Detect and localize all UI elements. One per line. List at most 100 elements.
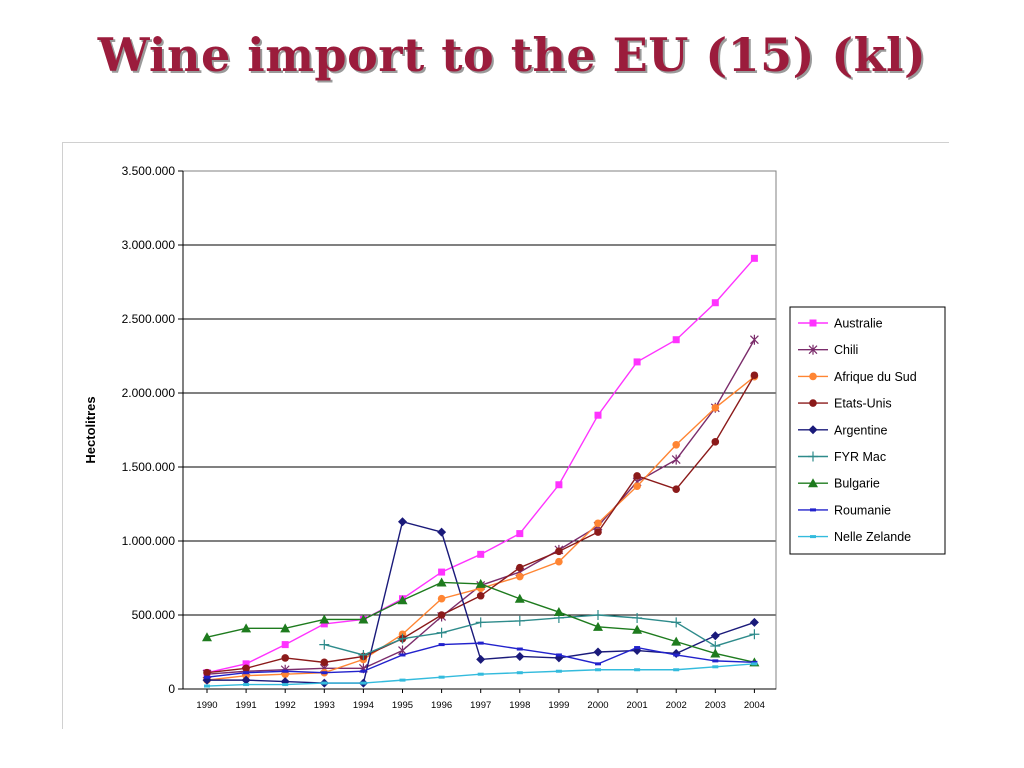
data-point — [673, 668, 680, 672]
data-point — [712, 659, 719, 663]
data-point — [321, 681, 328, 685]
data-point — [671, 454, 681, 465]
data-point — [358, 649, 369, 660]
data-point — [204, 684, 210, 688]
data-point — [516, 671, 523, 675]
y-tick-label: 1.500.000 — [122, 460, 176, 474]
legend-label: Nelle Zelande — [834, 530, 911, 544]
legend-swatch-marker — [808, 425, 818, 435]
data-point — [671, 636, 682, 646]
data-point — [436, 577, 447, 587]
legend-item: Nelle Zelande — [798, 530, 911, 544]
data-point — [399, 678, 406, 682]
legend-item: Argentine — [798, 423, 888, 437]
legend-item: Australie — [798, 317, 883, 331]
series-argentine — [202, 517, 759, 688]
chart-frame: 0 500.000 1.000.000 1.500.000 2.000.000 2.500… — [62, 142, 949, 729]
y-axis-ticks: 0 500.000 1.000.000 1.500.000 2.000.000 2.500… — [122, 164, 183, 696]
legend-label: Bulgarie — [834, 477, 880, 491]
legend-swatch-marker — [809, 399, 817, 407]
series-bulgarie — [202, 577, 760, 667]
data-point — [673, 653, 680, 657]
data-point — [633, 358, 641, 366]
slide-title: Wine import to the EU (15) (kl) — [97, 28, 927, 82]
data-point — [242, 664, 250, 673]
data-point — [672, 485, 680, 494]
data-point — [398, 517, 407, 527]
data-point — [360, 681, 367, 685]
data-point — [436, 627, 447, 638]
legend-item: Roumanie — [798, 503, 891, 517]
data-point — [555, 669, 562, 673]
data-point — [320, 620, 328, 628]
x-tick-label: 1996 — [431, 700, 452, 711]
data-point — [633, 482, 641, 491]
data-point — [319, 639, 330, 650]
data-point — [203, 668, 211, 677]
legend-swatch-marker — [808, 344, 818, 355]
legend-label: Australie — [834, 317, 883, 331]
y-axis-label: Hectolitres — [83, 396, 98, 463]
data-point — [594, 411, 602, 419]
data-point — [242, 660, 250, 668]
data-point — [516, 647, 523, 651]
series-line — [324, 614, 755, 656]
legend-label: Chili — [834, 343, 858, 357]
legend-item: FYR Mac — [798, 450, 886, 464]
x-tick-label: 1991 — [236, 700, 257, 711]
data-point — [438, 568, 446, 576]
data-point — [516, 572, 524, 581]
data-point — [438, 643, 445, 647]
data-point — [516, 563, 524, 572]
data-point — [595, 662, 601, 666]
y-tick-label: 0 — [168, 682, 175, 696]
x-tick-label: 1994 — [353, 700, 374, 711]
data-point — [514, 615, 525, 626]
x-axis-ticks: 1990 1991 1992 1993 1994 1995 1996 1997 1998 1999… — [196, 689, 765, 711]
data-point — [358, 614, 369, 624]
y-tick-label: 2.000.000 — [122, 386, 176, 400]
data-point — [241, 623, 252, 633]
data-point — [594, 528, 602, 536]
data-point — [711, 299, 719, 307]
x-tick-label: 2001 — [627, 700, 648, 711]
data-point — [280, 623, 291, 633]
data-point — [281, 654, 289, 662]
legend-item: Afrique du Sud — [798, 370, 917, 384]
data-point — [438, 675, 445, 679]
legend-label: Etats-Unis — [834, 397, 892, 411]
data-point — [477, 641, 484, 645]
data-point — [712, 665, 719, 669]
data-point — [476, 591, 485, 600]
y-tick-label: 500.000 — [132, 608, 176, 622]
data-point — [634, 646, 641, 650]
legend-item: Bulgarie — [798, 477, 880, 491]
series-australie — [203, 254, 758, 677]
x-tick-label: 1990 — [196, 700, 217, 711]
legend: Australie Chili Afrique du Sud Etats-Unis Ar… — [789, 306, 946, 555]
x-tick-label: 2004 — [744, 700, 765, 711]
data-point — [710, 631, 720, 641]
y-tick-label: 2.500.000 — [122, 312, 176, 326]
data-point — [632, 624, 643, 634]
data-point — [672, 336, 680, 344]
data-point — [634, 668, 641, 672]
legend-label: Argentine — [834, 423, 888, 437]
y-tick-label: 1.000.000 — [122, 534, 176, 548]
data-point — [437, 611, 446, 619]
legend-swatch-marker — [810, 535, 816, 539]
data-point — [671, 617, 682, 628]
data-point — [555, 653, 562, 657]
data-point — [751, 662, 758, 666]
data-point — [204, 675, 210, 679]
data-point — [750, 254, 758, 262]
x-tick-label: 1999 — [548, 700, 569, 711]
data-point — [282, 683, 289, 687]
data-point — [632, 612, 643, 623]
series-roumanie — [204, 641, 758, 679]
legend-label: Roumanie — [834, 503, 891, 517]
gridlines — [183, 170, 776, 690]
series-line — [206, 257, 755, 674]
data-point — [593, 621, 603, 631]
series-afrique-du-sud — [203, 372, 759, 684]
